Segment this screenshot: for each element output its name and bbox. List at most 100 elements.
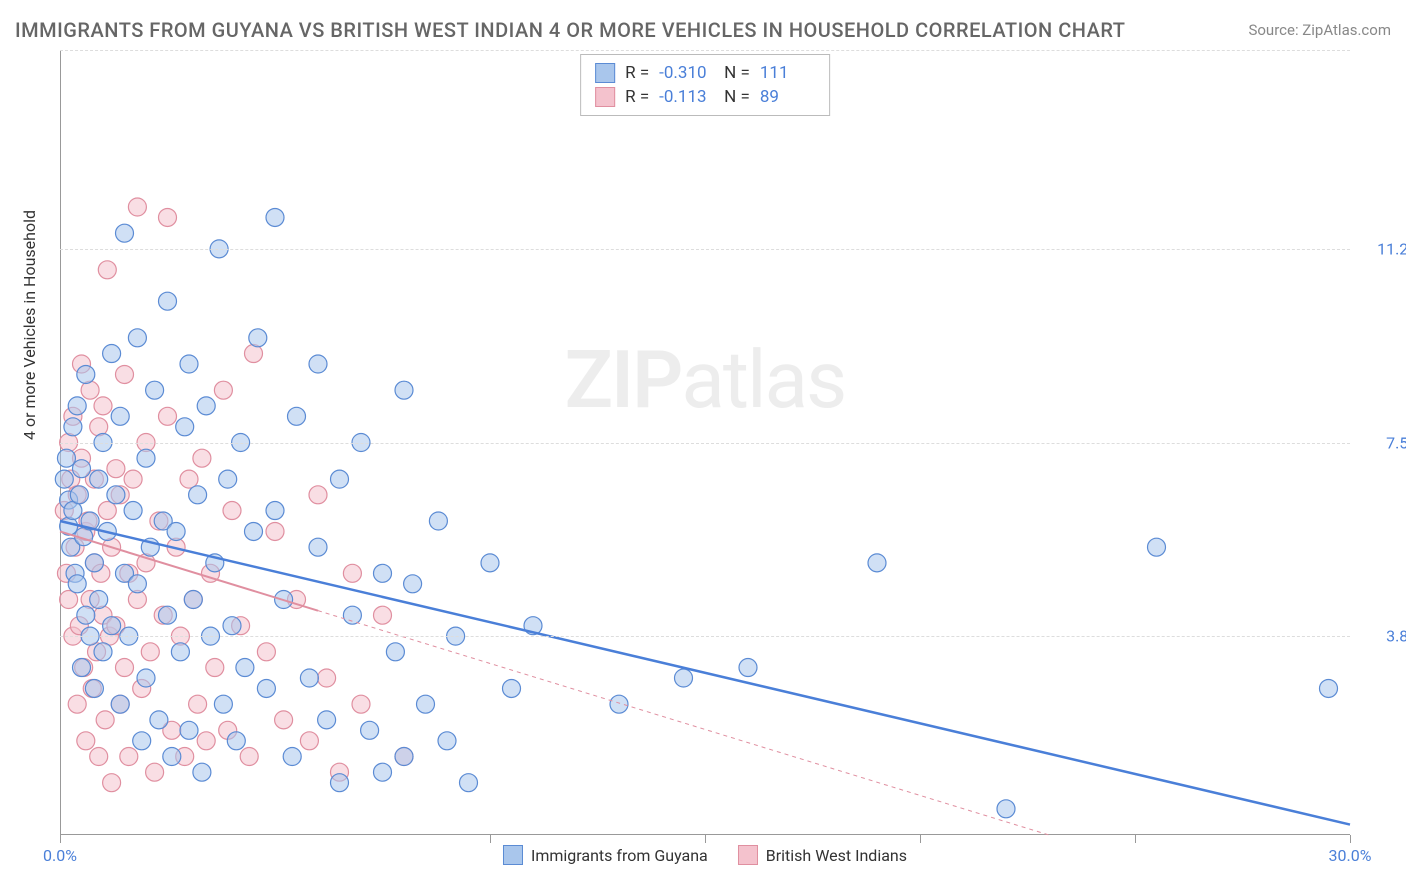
- data-point: [309, 486, 327, 504]
- chart-area: ZIPatlas R = -0.310 N = 111 R = -0.113 N…: [60, 50, 1350, 835]
- data-point: [176, 418, 194, 436]
- data-point: [90, 748, 108, 766]
- data-point: [90, 470, 108, 488]
- data-point: [193, 449, 211, 467]
- data-point: [868, 554, 886, 572]
- data-point: [223, 502, 241, 520]
- data-point: [739, 659, 757, 677]
- data-point: [64, 418, 82, 436]
- data-point: [300, 669, 318, 687]
- data-point: [111, 407, 129, 425]
- x-tick: [490, 835, 491, 843]
- data-point: [85, 554, 103, 572]
- data-point: [266, 502, 284, 520]
- y-tick-label: 7.5%: [1386, 433, 1406, 452]
- data-point: [404, 575, 422, 593]
- legend-item-2: British West Indians: [738, 845, 907, 865]
- data-point: [98, 502, 116, 520]
- data-point: [361, 721, 379, 739]
- swatch-series-1: [595, 63, 615, 83]
- data-point: [167, 522, 185, 540]
- data-point: [288, 407, 306, 425]
- legend-item-1: Immigrants from Guyana: [503, 845, 708, 865]
- trend-line: [60, 521, 1350, 825]
- data-point: [68, 695, 86, 713]
- data-point: [197, 397, 215, 415]
- data-point: [395, 381, 413, 399]
- plot-region: ZIPatlas R = -0.310 N = 111 R = -0.113 N…: [60, 50, 1350, 835]
- data-point: [180, 470, 198, 488]
- data-point: [300, 732, 318, 750]
- data-point: [331, 774, 349, 792]
- data-point: [197, 732, 215, 750]
- x-tick: [705, 835, 706, 843]
- data-point: [107, 460, 125, 478]
- data-point: [1148, 538, 1166, 556]
- data-point: [57, 449, 75, 467]
- data-point: [159, 208, 177, 226]
- data-point: [266, 208, 284, 226]
- data-point: [94, 643, 112, 661]
- data-point: [124, 502, 142, 520]
- data-point: [128, 575, 146, 593]
- data-point: [386, 643, 404, 661]
- data-point: [103, 774, 121, 792]
- chart-title: IMMIGRANTS FROM GUYANA VS BRITISH WEST I…: [15, 18, 1126, 42]
- data-point: [116, 365, 134, 383]
- data-point: [184, 591, 202, 609]
- stats-row-1: R = -0.310 N = 111: [595, 61, 815, 85]
- data-point: [189, 695, 207, 713]
- gridline: [60, 443, 1350, 444]
- x-tick-label: 0.0%: [43, 846, 77, 865]
- data-point: [77, 732, 95, 750]
- source-label: Source: ZipAtlas.com: [1248, 21, 1391, 39]
- x-tick: [1135, 835, 1136, 843]
- stats-row-2: R = -0.113 N = 89: [595, 85, 815, 109]
- legend: Immigrants from Guyana British West Indi…: [503, 845, 907, 865]
- data-point: [133, 732, 151, 750]
- data-point: [85, 679, 103, 697]
- data-point: [96, 711, 114, 729]
- data-point: [111, 695, 129, 713]
- y-tick-label: 3.8%: [1386, 627, 1406, 646]
- data-point: [103, 345, 121, 363]
- data-point: [257, 679, 275, 697]
- data-point: [159, 407, 177, 425]
- data-point: [98, 261, 116, 279]
- data-point: [245, 345, 263, 363]
- data-point: [68, 575, 86, 593]
- data-point: [146, 763, 164, 781]
- data-point: [214, 381, 232, 399]
- data-point: [150, 711, 168, 729]
- gridline: [60, 249, 1350, 250]
- data-point: [163, 748, 181, 766]
- data-point: [1320, 679, 1338, 697]
- swatch-series-2: [595, 87, 615, 107]
- y-tick-label: 11.2%: [1377, 239, 1406, 258]
- data-point: [107, 486, 125, 504]
- data-point: [275, 711, 293, 729]
- data-point: [180, 721, 198, 739]
- data-point: [374, 564, 392, 582]
- data-point: [343, 606, 361, 624]
- x-tick-label: 30.0%: [1329, 846, 1372, 865]
- data-point: [223, 617, 241, 635]
- data-point: [374, 606, 392, 624]
- data-point: [55, 470, 73, 488]
- x-tick: [920, 835, 921, 843]
- data-point: [417, 695, 435, 713]
- data-point: [70, 486, 88, 504]
- data-point: [141, 643, 159, 661]
- data-point: [309, 355, 327, 373]
- legend-swatch-1: [503, 845, 523, 865]
- data-point: [77, 365, 95, 383]
- data-point: [675, 669, 693, 687]
- trend-line-dashed: [318, 611, 1049, 835]
- data-point: [94, 397, 112, 415]
- data-point: [481, 554, 499, 572]
- data-point: [103, 617, 121, 635]
- gridline: [60, 636, 1350, 637]
- data-point: [90, 418, 108, 436]
- data-point: [77, 606, 95, 624]
- data-point: [128, 198, 146, 216]
